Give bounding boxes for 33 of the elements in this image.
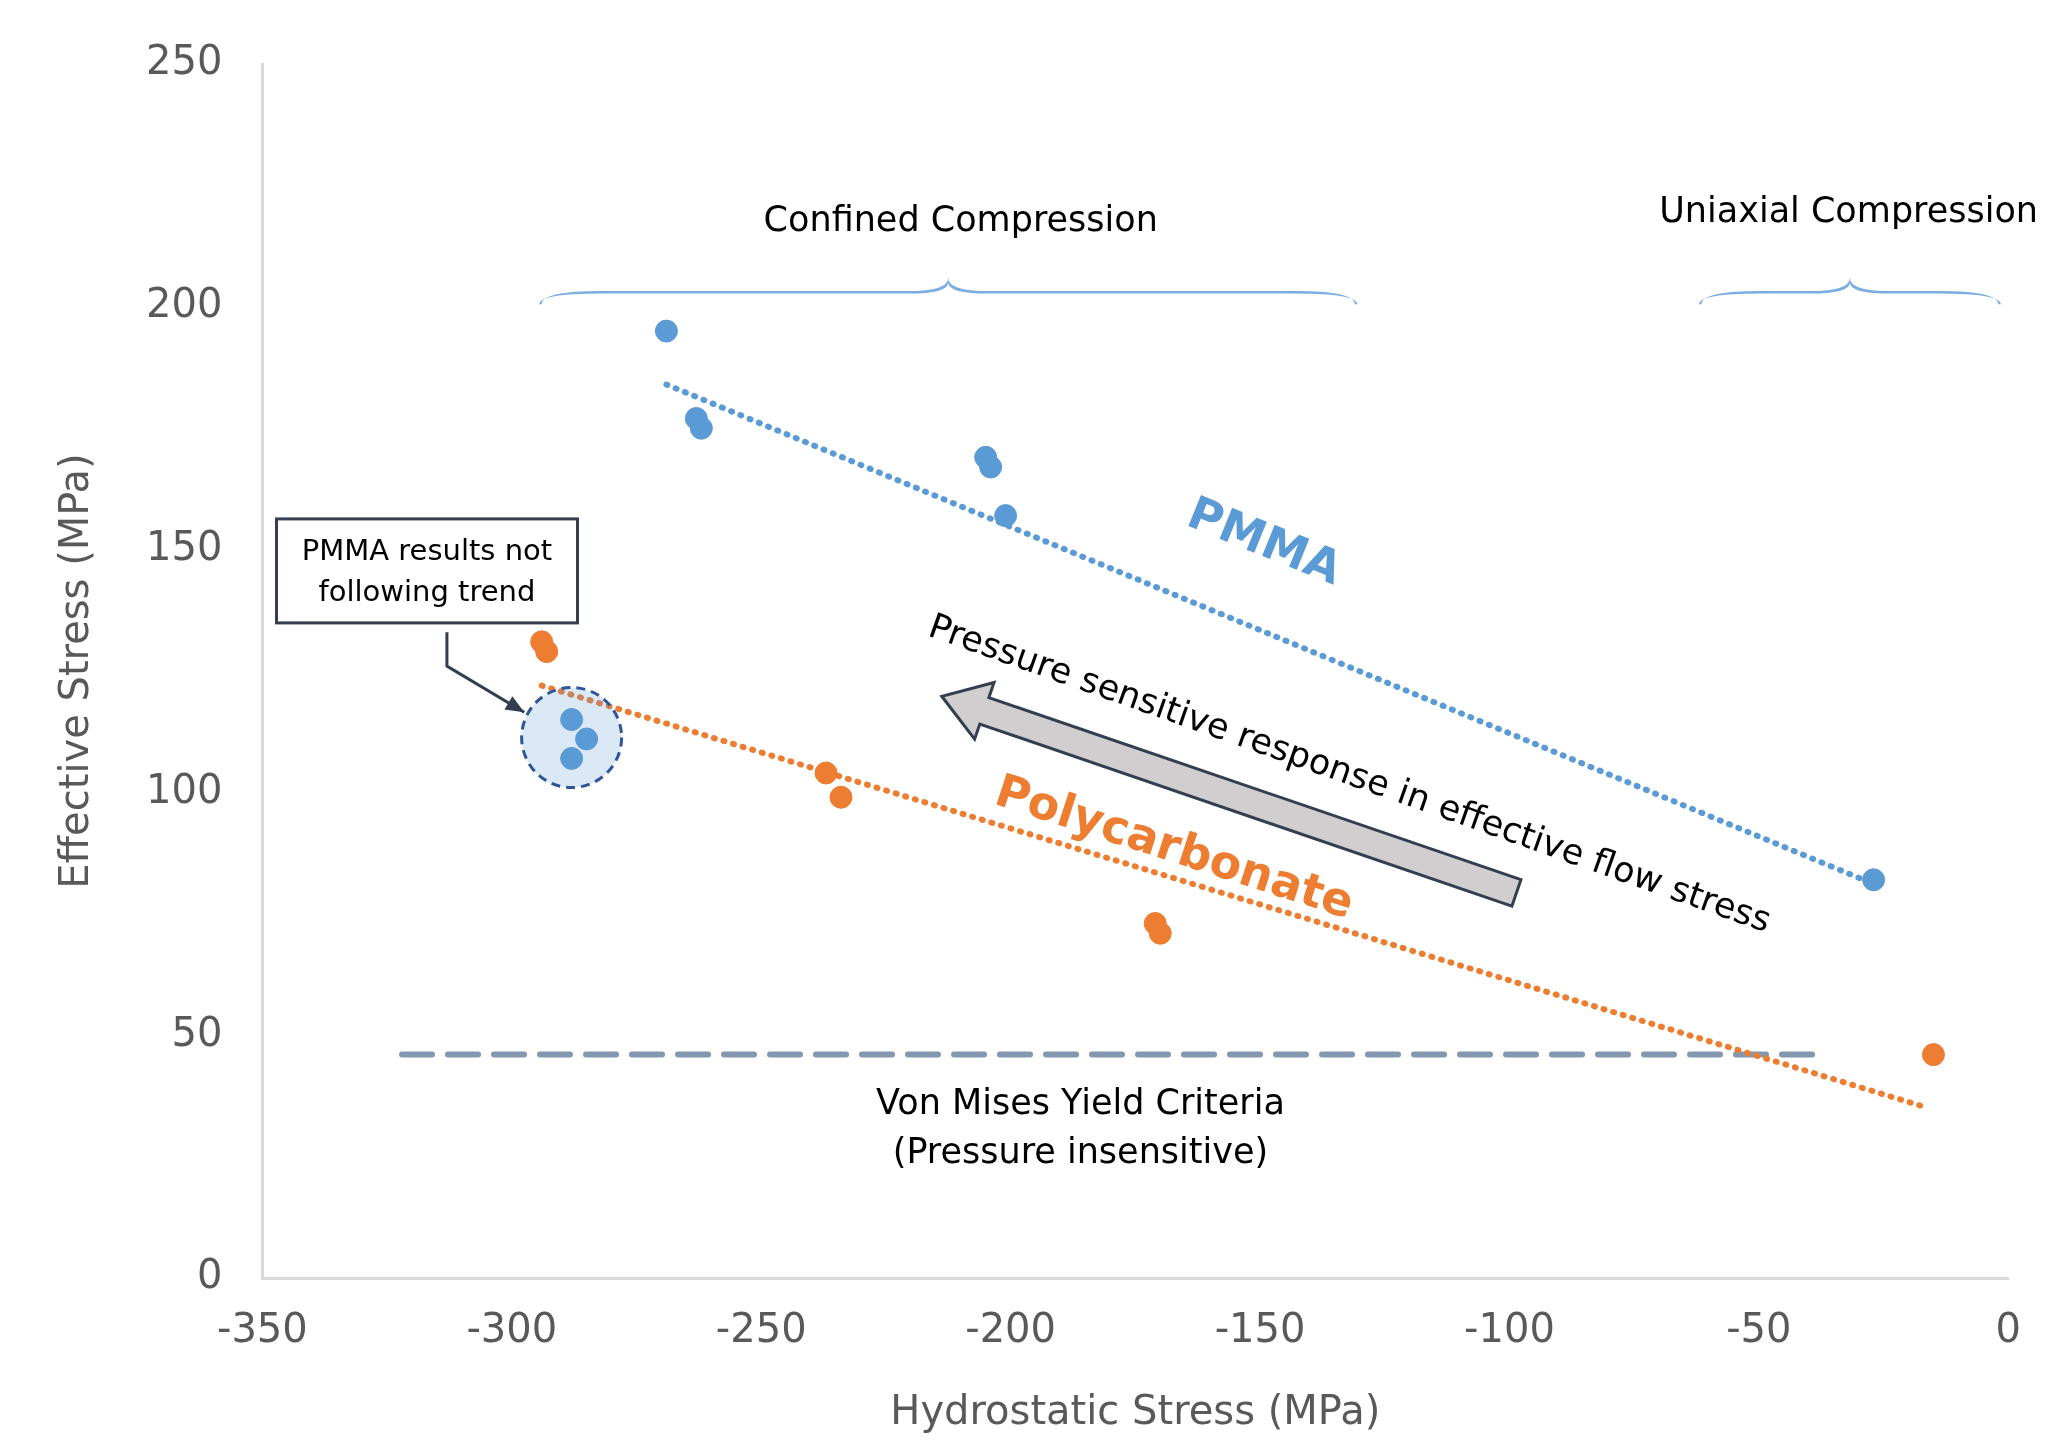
point	[1921, 1043, 1945, 1067]
y-axis-title: Effective Stress (MPa)	[51, 453, 98, 889]
x-tick-label: -350	[216, 1305, 308, 1352]
point	[829, 785, 853, 809]
x-tick-label: -200	[965, 1305, 1056, 1352]
x-tick-label: -100	[1464, 1305, 1555, 1352]
x-tick-label: -250	[715, 1305, 807, 1352]
y-tick-label: 100	[145, 765, 223, 812]
x-tick-label: -50	[1726, 1305, 1792, 1352]
point	[654, 319, 678, 343]
x-tick-label: 0	[1995, 1305, 2021, 1352]
point	[1862, 868, 1886, 892]
y-tick-label: 0	[196, 1251, 223, 1298]
y-tick-label: 200	[145, 280, 223, 327]
point	[575, 727, 599, 751]
y-tick-label: 250	[145, 37, 223, 84]
annotation: PMMA results not following trend	[274, 517, 579, 625]
point	[1148, 921, 1172, 945]
x-axis-title: Hydrostatic Stress (MPa)	[890, 1387, 1381, 1434]
y-tick-label: 150	[145, 522, 223, 569]
annotation: Confined Compression	[763, 197, 1158, 241]
point	[994, 504, 1018, 528]
point	[689, 416, 713, 440]
annotation: Uniaxial Compression	[1659, 188, 2039, 232]
point	[560, 708, 584, 732]
y-tick-label: 50	[171, 1008, 223, 1055]
point	[814, 761, 838, 785]
x-tick-label: -150	[1214, 1305, 1306, 1352]
point	[535, 640, 559, 664]
point	[560, 746, 584, 770]
point	[979, 455, 1003, 479]
x-tick-label: -300	[466, 1305, 558, 1352]
annotation: Von Mises Yield Criteria (Pressure insensitive)	[876, 1081, 1285, 1174]
